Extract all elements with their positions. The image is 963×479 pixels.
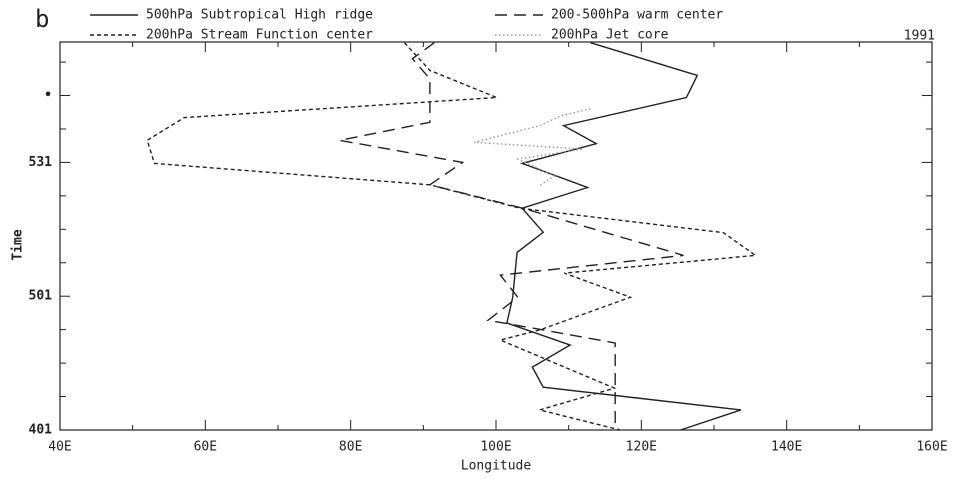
legend-label: 200hPa Jet core bbox=[551, 28, 669, 43]
plot-frame bbox=[59, 41, 933, 431]
x-tick-label: 100E bbox=[480, 440, 511, 455]
y-tick-label: 501 bbox=[29, 289, 53, 304]
y-tick-label: 401 bbox=[29, 423, 53, 438]
legend-label: 200hPa Stream Function center bbox=[146, 28, 373, 43]
series-line bbox=[146, 42, 758, 431]
y-axis-label: Time bbox=[11, 229, 26, 260]
year-label: 1991 bbox=[904, 29, 935, 44]
x-tick-label: 40E bbox=[48, 440, 71, 455]
x-axis-label: Longitude bbox=[461, 459, 532, 474]
legend-label: 500hPa Subtropical High ridge bbox=[146, 8, 373, 23]
y-tick-label: • bbox=[44, 88, 52, 103]
x-tick-label: 80E bbox=[339, 440, 362, 455]
series-line bbox=[339, 42, 684, 430]
x-tick-label: 60E bbox=[194, 440, 217, 455]
x-tick-label: 140E bbox=[771, 440, 802, 455]
series-line bbox=[506, 41, 742, 431]
y-tick-label: 531 bbox=[29, 155, 53, 170]
x-tick-label: 160E bbox=[916, 440, 947, 455]
panel-label: b bbox=[35, 5, 49, 33]
x-tick-label: 120E bbox=[626, 440, 657, 455]
series-line bbox=[474, 108, 591, 187]
legend-label: 200-500hPa warm center bbox=[551, 8, 723, 23]
